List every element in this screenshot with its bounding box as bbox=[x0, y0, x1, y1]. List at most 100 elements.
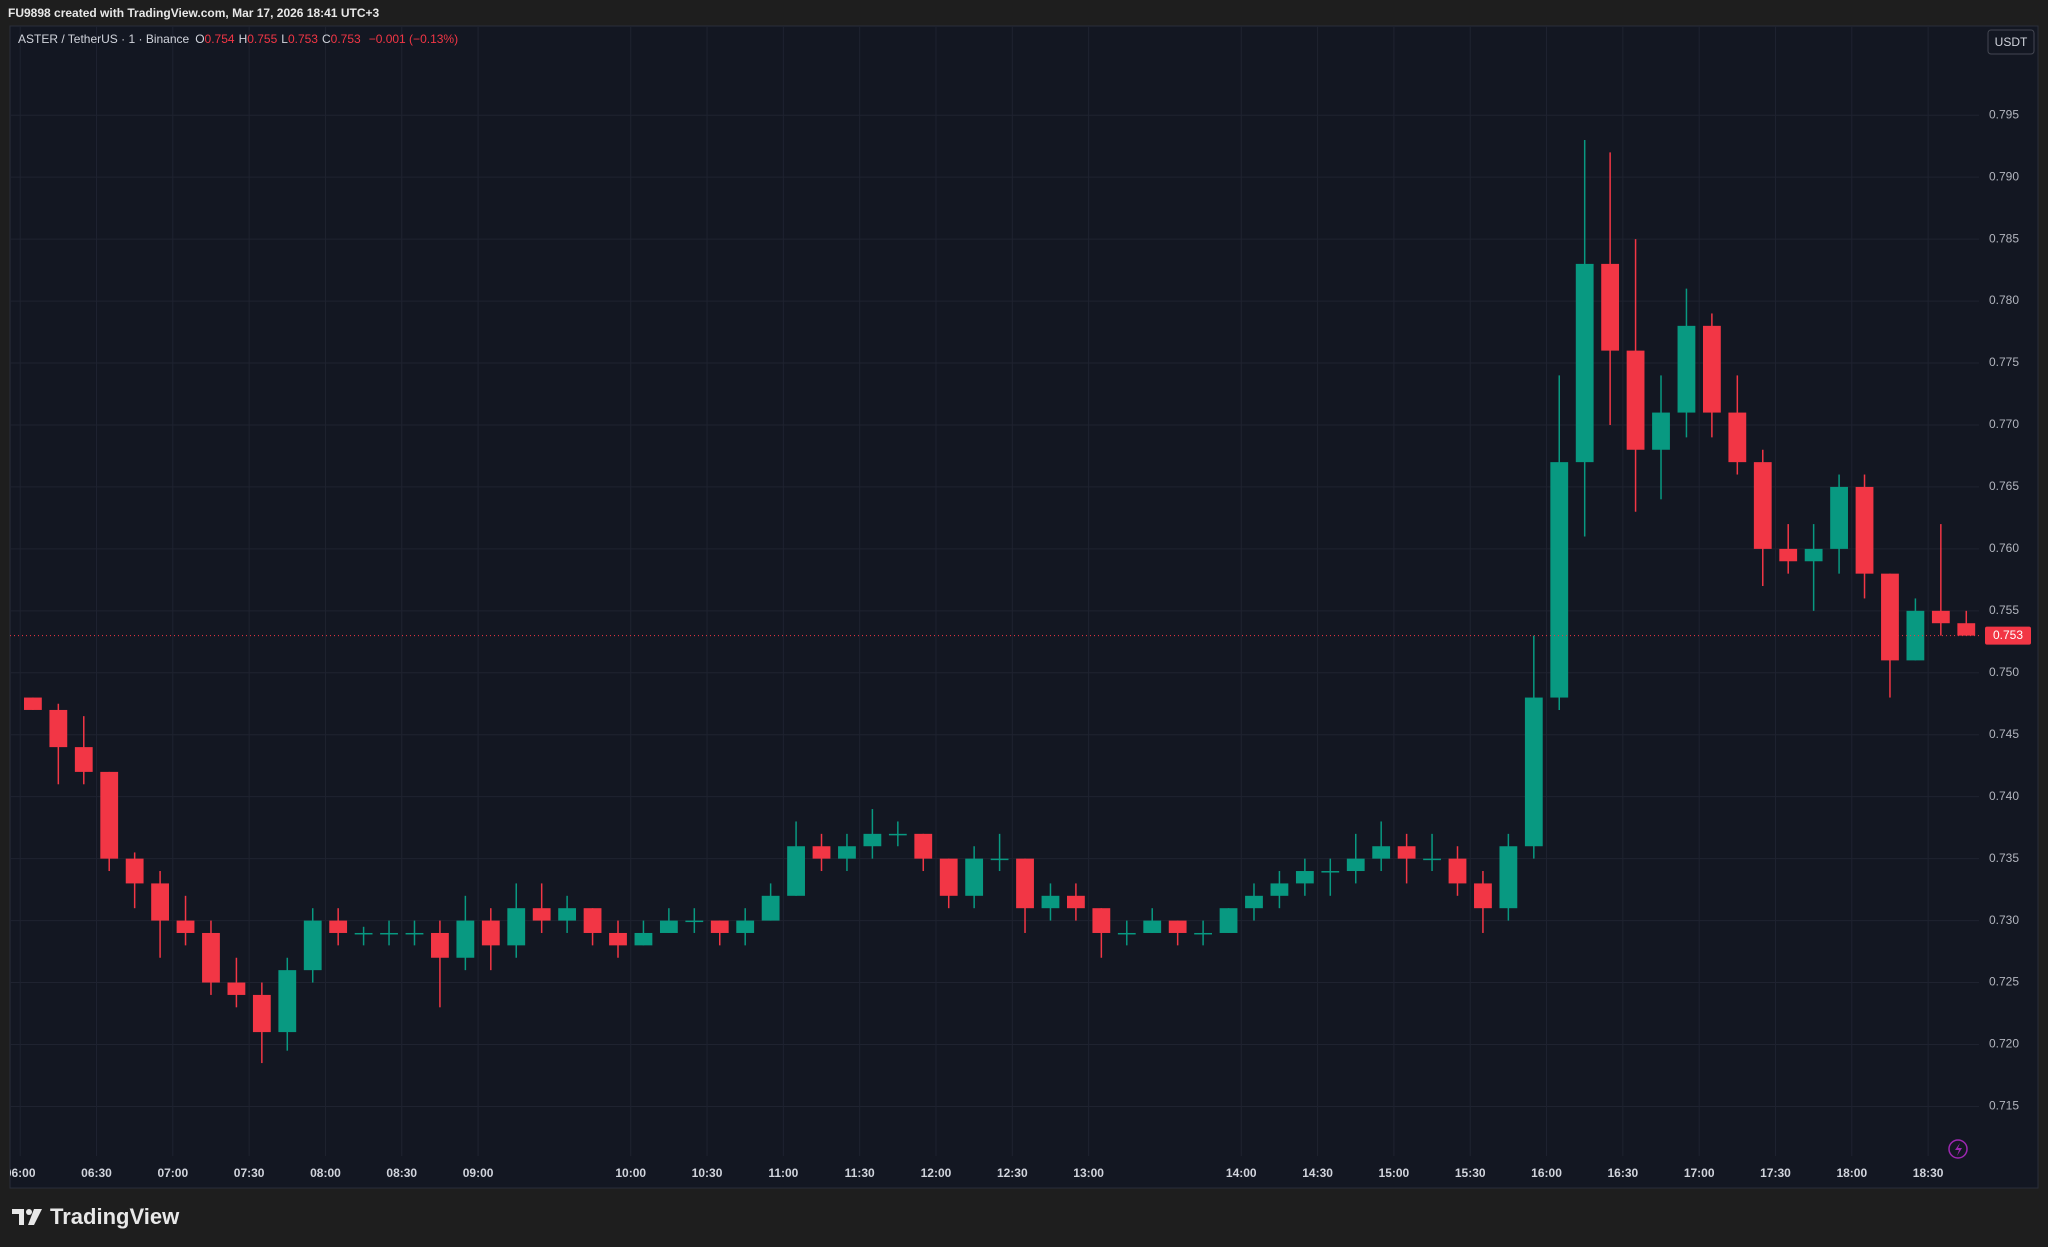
x-tick-label: 18:00 bbox=[1836, 1166, 1867, 1180]
candle-body bbox=[1881, 573, 1899, 661]
y-tick-label: 0.775 bbox=[1989, 355, 2019, 369]
x-tick-label: 10:00 bbox=[615, 1166, 646, 1180]
candle-body bbox=[456, 920, 475, 958]
legend-change: −0.001 (−0.13%) bbox=[369, 32, 458, 46]
candle-body bbox=[431, 932, 449, 958]
candle-body bbox=[1397, 846, 1416, 859]
candle-body bbox=[74, 747, 93, 772]
brand: TradingView bbox=[12, 1204, 179, 1230]
y-tick-label: 0.755 bbox=[1989, 603, 2019, 617]
candle-body bbox=[812, 846, 831, 859]
y-tick-label: 0.740 bbox=[1989, 789, 2019, 803]
candle-body bbox=[1524, 697, 1543, 847]
plot-area: 06:00 06:30 07:00 07:30 08:00 08:30 09:00 10:00… bbox=[5, 26, 1979, 1180]
legend-item-value: 0.753 bbox=[331, 32, 361, 46]
candle-body bbox=[634, 932, 653, 946]
y-tick-label: 0.735 bbox=[1989, 851, 2019, 865]
y-tick-label: 0.765 bbox=[1989, 479, 2019, 493]
lightning-icon[interactable] bbox=[1948, 1139, 1968, 1159]
candle-body bbox=[329, 920, 348, 933]
legend-item-value: 0.755 bbox=[247, 32, 277, 46]
candle-body bbox=[354, 932, 373, 935]
currency-button[interactable] bbox=[1987, 29, 2035, 55]
candle-body bbox=[1245, 895, 1263, 909]
candle-body bbox=[1219, 908, 1238, 933]
candle-body bbox=[125, 858, 144, 884]
candle-body bbox=[1092, 908, 1111, 933]
candle-body bbox=[1855, 486, 1874, 574]
candle-body bbox=[1016, 858, 1034, 909]
candle-body bbox=[303, 920, 322, 971]
y-tick-label: 0.790 bbox=[1989, 169, 2019, 183]
candle-body bbox=[1906, 610, 1925, 661]
candle-body bbox=[1753, 462, 1772, 549]
candle-body bbox=[1728, 412, 1747, 463]
candle-body bbox=[1601, 263, 1620, 351]
candle-body bbox=[939, 858, 958, 896]
legend-symbol: ASTER / TetherUS · 1 · Binance bbox=[18, 32, 190, 46]
x-tick-label: 12:00 bbox=[921, 1166, 952, 1180]
legend-item-label: O bbox=[195, 32, 204, 46]
candle-body bbox=[1270, 883, 1289, 896]
x-tick-label: 14:00 bbox=[1226, 1166, 1257, 1180]
header: FU9898 created with TradingView.com, Mar… bbox=[8, 6, 380, 20]
candle-body bbox=[659, 920, 678, 933]
candle-body bbox=[838, 846, 856, 859]
candle-body bbox=[736, 920, 755, 933]
x-tick-label: 17:30 bbox=[1760, 1166, 1791, 1180]
y-tick-label: 0.745 bbox=[1989, 727, 2019, 741]
candle-body bbox=[1957, 623, 1976, 636]
x-tick-label: 11:30 bbox=[845, 1166, 875, 1180]
y-tick-label: 0.715 bbox=[1989, 1099, 2019, 1113]
chart-panel bbox=[9, 25, 2039, 1189]
x-tick-label: 11:00 bbox=[768, 1166, 798, 1180]
candle-body bbox=[1346, 858, 1365, 872]
candle-body bbox=[1423, 858, 1441, 861]
candle-body bbox=[1474, 883, 1492, 909]
candle-body bbox=[1117, 932, 1136, 935]
candle-body bbox=[761, 895, 780, 921]
x-tick-label: 08:00 bbox=[310, 1166, 341, 1180]
candle-body bbox=[1931, 610, 1950, 624]
candle-body bbox=[1448, 858, 1467, 884]
candle-body bbox=[23, 697, 42, 710]
x-tick-label: 08:30 bbox=[386, 1166, 417, 1180]
candle-body bbox=[380, 932, 398, 935]
candle-body bbox=[583, 908, 602, 933]
legend: ASTER / TetherUS · 1 · Binance O 0.754 H 0.7… bbox=[18, 32, 458, 46]
x-tick-label: 07:00 bbox=[157, 1166, 188, 1180]
candle-body bbox=[1779, 548, 1798, 562]
brand-name: TradingView bbox=[50, 1204, 180, 1229]
x-tick-label: 15:30 bbox=[1455, 1166, 1486, 1180]
y-tick-label: 0.785 bbox=[1989, 231, 2019, 245]
y-tick-label: 0.770 bbox=[1989, 417, 2019, 431]
candle-body bbox=[100, 771, 119, 859]
candle-body bbox=[405, 932, 424, 935]
candle-body bbox=[1830, 486, 1848, 549]
candle-body bbox=[1499, 846, 1518, 909]
y-tick-label: 0.725 bbox=[1989, 975, 2019, 989]
x-tick-label: 18:30 bbox=[1913, 1166, 1944, 1180]
candle-body bbox=[1677, 325, 1696, 413]
y-tick-label: 0.730 bbox=[1989, 913, 2019, 927]
x-tick-label: 06:30 bbox=[81, 1166, 112, 1180]
candle-body bbox=[1067, 895, 1085, 909]
candle-body bbox=[532, 908, 551, 921]
candle-body bbox=[49, 709, 68, 748]
x-tick-label: 16:00 bbox=[1531, 1166, 1562, 1180]
candle-body bbox=[609, 932, 627, 946]
currency-label[interactable]: USDT bbox=[1995, 35, 2028, 49]
candle-body bbox=[1321, 871, 1340, 873]
x-tick-label: 16:30 bbox=[1607, 1166, 1638, 1180]
last-price-tag bbox=[1985, 626, 2031, 645]
candle-body bbox=[1295, 871, 1314, 884]
x-tick-label: 06:00 bbox=[5, 1166, 36, 1180]
candle-body bbox=[1550, 462, 1569, 698]
candle-body bbox=[787, 846, 805, 896]
candle-body bbox=[1194, 932, 1213, 935]
candle-body bbox=[176, 920, 195, 933]
candle-body bbox=[227, 982, 246, 995]
x-tick-label: 07:30 bbox=[234, 1166, 265, 1180]
